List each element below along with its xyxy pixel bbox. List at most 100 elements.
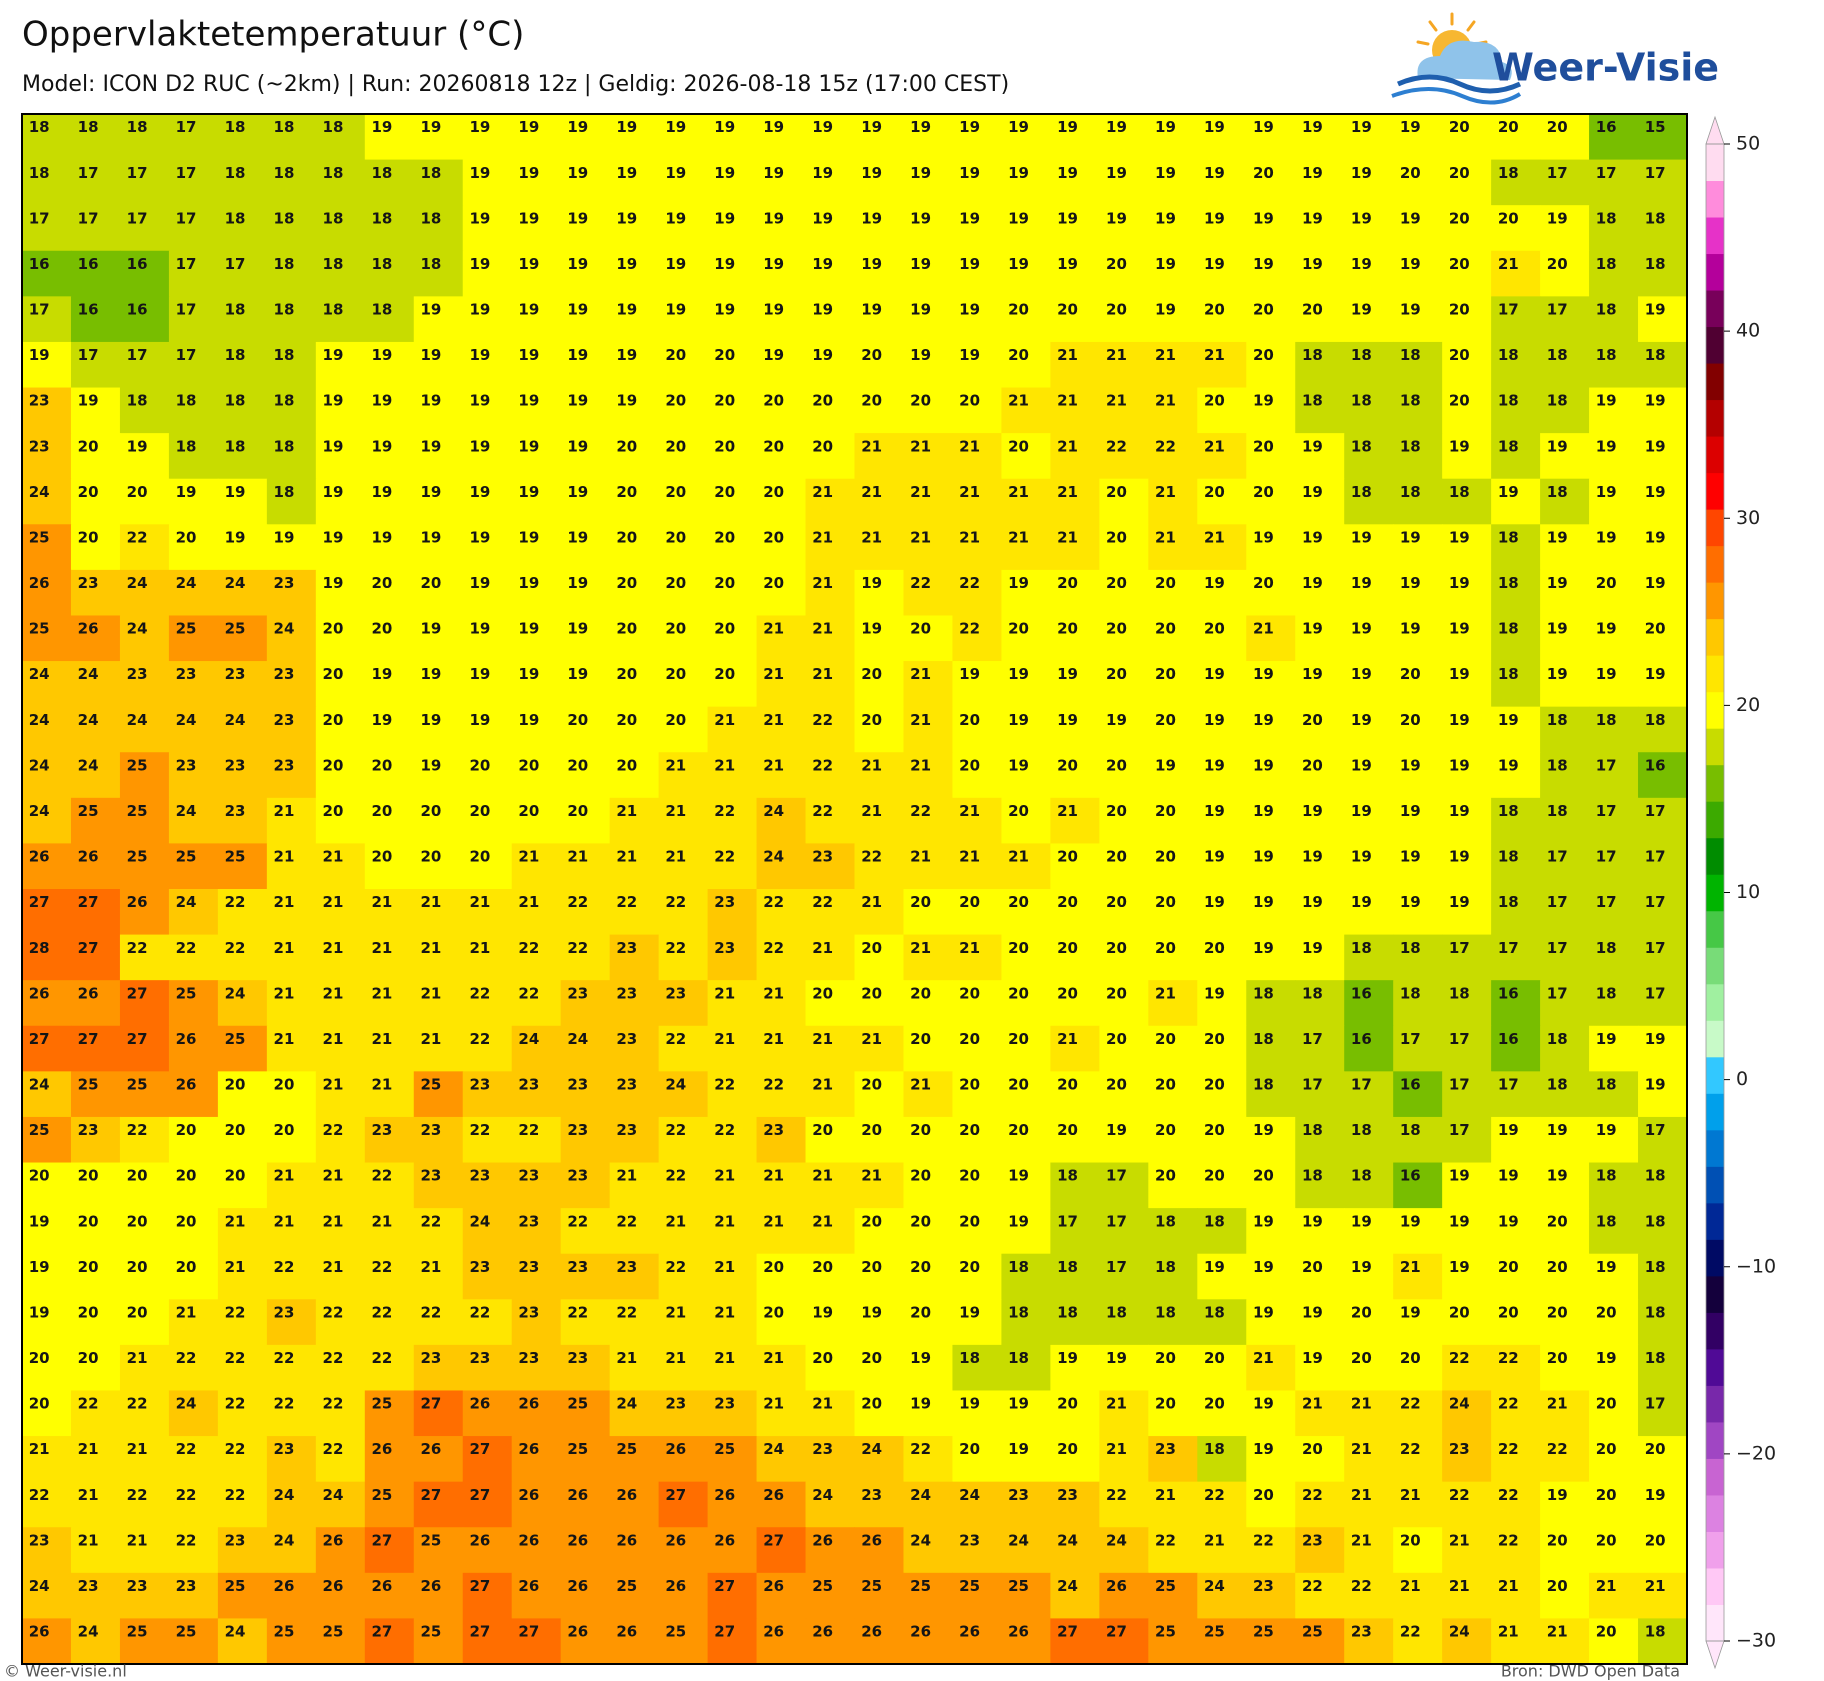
- cell-label: 20: [1400, 1349, 1421, 1367]
- cell-label: 19: [1253, 209, 1274, 227]
- cell-label: 20: [1204, 1167, 1225, 1185]
- cell-label: 19: [1155, 756, 1176, 774]
- cell-label: 20: [910, 1167, 931, 1185]
- cell-label: 19: [1008, 574, 1029, 592]
- cell-label: 20: [1547, 1303, 1568, 1321]
- cell-label: 21: [1400, 1486, 1421, 1504]
- logo-icon: [1391, 12, 1522, 105]
- cell-label: 20: [323, 711, 344, 729]
- cell-label: 22: [1155, 437, 1176, 455]
- cell-label: 20: [616, 756, 637, 774]
- map-cell: [658, 1344, 709, 1391]
- cell-label: 20: [812, 437, 833, 455]
- cell-label: 21: [812, 665, 833, 683]
- cell-label: 21: [665, 1303, 686, 1321]
- cell-label: 20: [665, 392, 686, 410]
- map-cell: [1246, 524, 1296, 571]
- map-cell: [511, 1299, 562, 1346]
- map-cell: [560, 1116, 611, 1164]
- map-cell: [1148, 1071, 1198, 1118]
- cell-label: 22: [176, 1486, 197, 1504]
- cell-label: 25: [176, 848, 197, 866]
- cell-label: 23: [274, 1303, 295, 1321]
- map-cell: [805, 433, 855, 480]
- cell-label: 20: [714, 346, 735, 364]
- map-cell: [1295, 1253, 1345, 1300]
- cell-label: 26: [518, 1486, 539, 1504]
- map-cell: [1099, 889, 1149, 936]
- map-cell: [1344, 615, 1394, 662]
- cell-label: 20: [1057, 756, 1078, 774]
- map-cell: [1295, 205, 1345, 252]
- cell-label: 19: [714, 209, 735, 227]
- map-cell: [1589, 1253, 1639, 1300]
- map-cell: [854, 797, 904, 844]
- map-cell: [22, 1116, 72, 1164]
- cell-label: 19: [1253, 939, 1274, 957]
- map-cell: [413, 433, 464, 480]
- cell-label: 16: [78, 301, 99, 319]
- cell-label: 26: [78, 620, 99, 638]
- map-cell: [1393, 387, 1443, 434]
- cell-label: 19: [1498, 1167, 1519, 1185]
- cell-label: 26: [665, 1577, 686, 1595]
- map-cell: [756, 661, 807, 708]
- map-cell: [1246, 1344, 1296, 1391]
- map-cell: [707, 478, 758, 525]
- cell-label: 18: [1155, 1303, 1176, 1321]
- cell-label: 21: [714, 1349, 735, 1367]
- cell-label: 21: [861, 528, 882, 546]
- map-cell: [462, 569, 513, 616]
- cell-label: 26: [714, 1486, 735, 1504]
- colorbar-block: [1706, 1348, 1724, 1386]
- map-cell: [1197, 1572, 1247, 1619]
- cell-label: 19: [1449, 574, 1470, 592]
- cell-label: 19: [1547, 437, 1568, 455]
- map-cell: [364, 1025, 415, 1072]
- map-cell: [1295, 752, 1345, 799]
- map-cell: [1442, 934, 1492, 981]
- map-cell: [315, 341, 366, 389]
- map-cell: [658, 1025, 709, 1072]
- map-cell: [1246, 387, 1296, 434]
- cell-label: 19: [567, 301, 588, 319]
- cell-label: 22: [665, 939, 686, 957]
- cell-label: 19: [1449, 802, 1470, 820]
- colorbar-tick-label: 40: [1736, 320, 1760, 342]
- map-cell: [1491, 524, 1541, 571]
- cell-label: 19: [1547, 528, 1568, 546]
- cell-label: 18: [323, 209, 344, 227]
- cell-label: 27: [371, 1531, 392, 1549]
- cell-label: 24: [1449, 1395, 1470, 1413]
- cell-label: 20: [616, 574, 637, 592]
- cell-label: 20: [861, 392, 882, 410]
- cell-label: 19: [714, 255, 735, 273]
- map-cell: [168, 205, 219, 252]
- cell-label: 27: [469, 1577, 490, 1595]
- map-cell: [609, 1344, 660, 1391]
- map-cell: [413, 569, 464, 616]
- map-cell: [413, 205, 464, 252]
- map-cell: [266, 387, 317, 434]
- map-cell: [952, 934, 1002, 981]
- cell-label: 27: [78, 939, 99, 957]
- map-cell: [756, 1071, 807, 1118]
- cell-label: 17: [1596, 802, 1617, 820]
- cell-label: 19: [1449, 1258, 1470, 1276]
- map-cell: [1344, 661, 1394, 708]
- map-cell: [1050, 159, 1100, 206]
- cell-label: 20: [225, 1167, 246, 1185]
- map-cell: [560, 1162, 611, 1209]
- cell-label: 19: [1351, 1258, 1372, 1276]
- map-cell: [1491, 114, 1541, 161]
- map-cell: [1246, 1436, 1296, 1483]
- map-cell: [854, 615, 904, 662]
- cell-label: 19: [1351, 574, 1372, 592]
- cell-label: 18: [1302, 346, 1323, 364]
- map-cell: [1442, 387, 1492, 434]
- map-cell: [1589, 1572, 1639, 1619]
- map-cell: [805, 114, 855, 161]
- map-cell: [1442, 569, 1492, 616]
- cell-label: 19: [420, 528, 441, 546]
- cell-label: 18: [1204, 1440, 1225, 1458]
